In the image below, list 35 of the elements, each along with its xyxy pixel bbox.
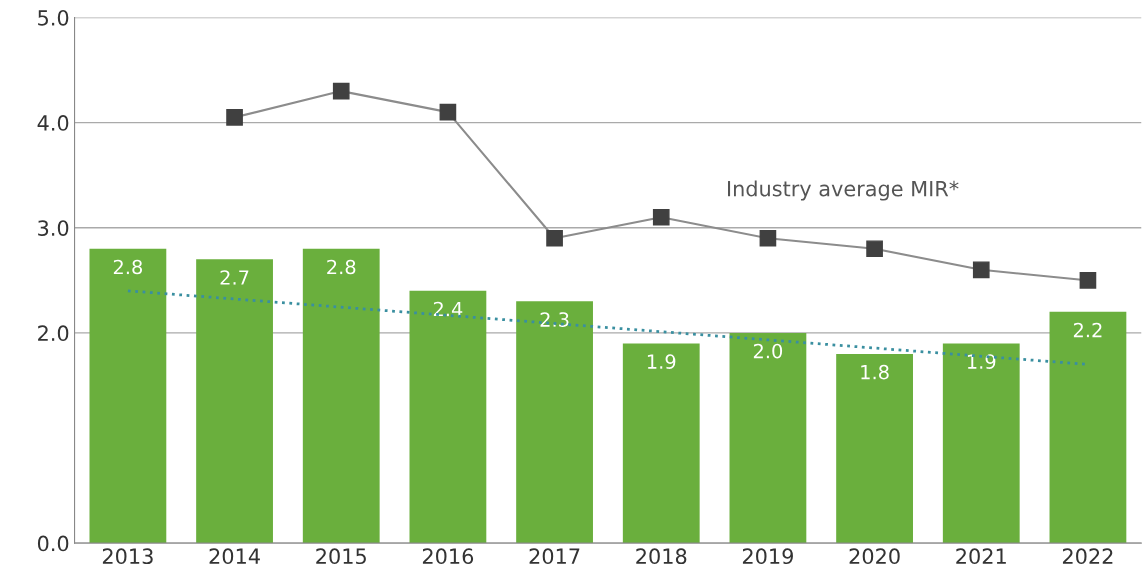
bar — [302, 248, 380, 544]
data-label: 2.0 — [753, 343, 783, 359]
series-label: Industry average MIR* — [728, 180, 959, 201]
x-tick-label: 2022 — [1062, 548, 1113, 565]
bar — [942, 343, 1020, 544]
x-tick-label: 2013 — [102, 548, 153, 565]
bar — [622, 343, 700, 544]
bar — [196, 259, 273, 544]
x-tick-label: 2019 — [742, 548, 793, 565]
x-tick-label: 2021 — [956, 548, 1006, 565]
x-tick-label: 2015 — [316, 548, 366, 565]
x-tick-label: 2016 — [422, 548, 474, 565]
y-tick-label: 5.0 — [38, 9, 69, 26]
data-label: 2.8 — [113, 259, 143, 275]
data-label: 2.8 — [327, 259, 356, 275]
data-label: 2.4 — [433, 301, 463, 317]
bar — [409, 290, 487, 544]
x-tick-label: 2014 — [209, 548, 260, 565]
data-label: 2.3 — [540, 312, 569, 327]
bar — [1049, 311, 1127, 544]
bar — [729, 332, 807, 544]
data-label: 2.7 — [220, 270, 249, 285]
data-label: 2.2 — [1073, 322, 1102, 338]
data-label: 1.9 — [647, 354, 676, 369]
y-tick-label: 2.0 — [38, 325, 69, 342]
bar — [89, 248, 167, 544]
bar — [516, 301, 593, 544]
y-tick-label: 0.0 — [37, 535, 69, 552]
y-tick-label: 3.0 — [38, 220, 69, 236]
x-tick-label: 2020 — [849, 548, 900, 565]
x-tick-label: 2017 — [529, 548, 580, 565]
x-tick-label: 2018 — [636, 548, 687, 565]
bar — [836, 353, 913, 544]
data-label: 1.8 — [861, 364, 889, 380]
y-tick-label: 4.0 — [37, 115, 69, 131]
